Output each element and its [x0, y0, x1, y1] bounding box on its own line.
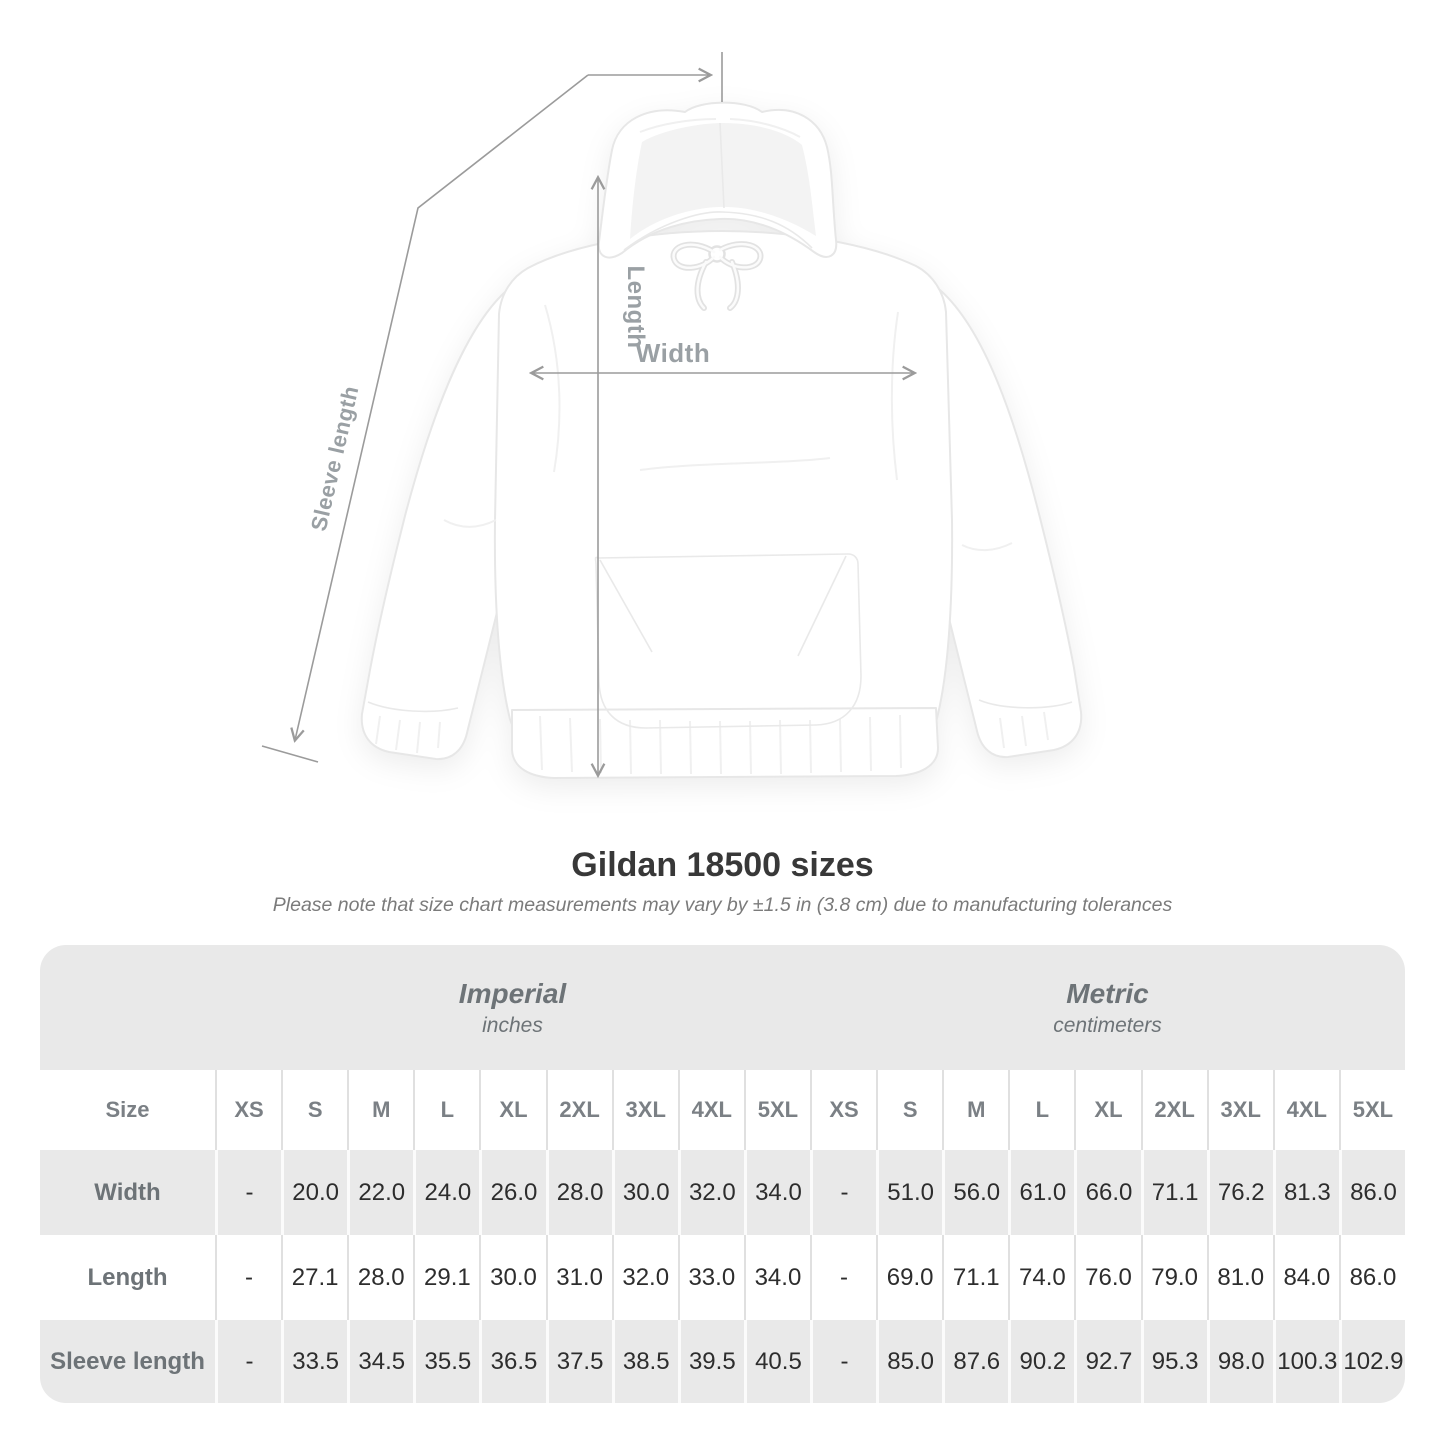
cell-width-metric-4xl: 81.3 [1272, 1150, 1339, 1235]
cell-width-metric-xl: 66.0 [1074, 1150, 1141, 1235]
length-label: Length [622, 266, 649, 349]
size-header-metric-3xl: 3XL [1206, 1070, 1273, 1150]
metric-unit: centimeters [1053, 1013, 1162, 1037]
tolerance-note: Please note that size chart measurements… [272, 894, 1173, 916]
hoodie-drawstring [670, 241, 764, 311]
cell-length-metric-2xl: 79.0 [1140, 1235, 1207, 1320]
cell-width-imperial-xl: 26.0 [479, 1150, 546, 1235]
cell-width-metric-xs: - [810, 1150, 877, 1235]
size-header-imperial-s: S [281, 1070, 348, 1150]
size-header-metric-xl: XL [1074, 1070, 1141, 1150]
size-table: Imperial inches Metric centimeters Size X… [40, 945, 1405, 1403]
metric-section-header: Metric centimeters [810, 945, 1405, 1070]
size-column-header: Size [40, 1070, 215, 1150]
cell-length-imperial-3xl: 32.0 [611, 1235, 678, 1320]
cell-width-imperial-4xl: 32.0 [677, 1150, 744, 1235]
cell-length-imperial-l: 29.1 [413, 1235, 480, 1320]
table-corner-spacer [40, 945, 215, 1070]
cell-length-metric-m: 71.1 [942, 1235, 1009, 1320]
size-header-metric-l: L [1008, 1070, 1075, 1150]
cell-width-imperial-3xl: 30.0 [611, 1150, 678, 1235]
cell-length-imperial-5xl: 34.0 [743, 1235, 810, 1320]
size-header-imperial-m: M [347, 1070, 414, 1150]
cell-length-imperial-xl: 30.0 [479, 1235, 546, 1320]
cell-width-metric-s: 51.0 [876, 1150, 943, 1235]
cell-length-imperial-2xl: 31.0 [545, 1235, 612, 1320]
cell-sleeve-length-imperial-2xl: 37.5 [545, 1320, 612, 1403]
size-header-imperial-3xl: 3XL [611, 1070, 678, 1150]
metric-title: Metric [1066, 977, 1149, 1009]
size-header-imperial-4xl: 4XL [677, 1070, 744, 1150]
size-header-imperial-5xl: 5XL [743, 1070, 810, 1150]
cell-sleeve-length-imperial-5xl: 40.5 [743, 1320, 810, 1403]
width-label: Width [636, 338, 710, 368]
cell-sleeve-length-imperial-s: 33.5 [281, 1320, 348, 1403]
size-header-imperial-xs: XS [215, 1070, 282, 1150]
cell-length-metric-s: 69.0 [876, 1235, 943, 1320]
hoodie-body [493, 230, 954, 753]
hoodie-image [360, 101, 1083, 779]
cell-width-imperial-m: 22.0 [347, 1150, 414, 1235]
imperial-unit: inches [482, 1013, 543, 1037]
cell-sleeve-length-imperial-l: 35.5 [413, 1320, 480, 1403]
cell-width-metric-l: 61.0 [1008, 1150, 1075, 1235]
cell-sleeve-length-metric-l: 90.2 [1008, 1320, 1075, 1403]
cell-width-imperial-2xl: 28.0 [545, 1150, 612, 1235]
size-header-metric-5xl: 5XL [1338, 1070, 1405, 1150]
cell-sleeve-length-metric-3xl: 98.0 [1206, 1320, 1273, 1403]
row-label-length: Length [40, 1235, 215, 1320]
size-header-imperial-2xl: 2XL [545, 1070, 612, 1150]
hoodie-hem [511, 707, 939, 779]
cell-sleeve-length-imperial-xl: 36.5 [479, 1320, 546, 1403]
cell-sleeve-length-metric-s: 85.0 [876, 1320, 943, 1403]
cell-width-imperial-xs: - [215, 1150, 282, 1235]
cell-sleeve-length-imperial-xs: - [215, 1320, 282, 1403]
size-header-imperial-l: L [413, 1070, 480, 1150]
imperial-section-header: Imperial inches [215, 945, 810, 1070]
cell-length-metric-l: 74.0 [1008, 1235, 1075, 1320]
cell-length-metric-3xl: 81.0 [1206, 1235, 1273, 1320]
cell-sleeve-length-metric-m: 87.6 [942, 1320, 1009, 1403]
imperial-title: Imperial [458, 977, 567, 1009]
cell-length-metric-4xl: 84.0 [1272, 1235, 1339, 1320]
cell-sleeve-length-imperial-3xl: 38.5 [611, 1320, 678, 1403]
cell-sleeve-length-metric-xl: 92.7 [1074, 1320, 1141, 1403]
size-header-metric-xs: XS [810, 1070, 877, 1150]
sleeve-length-arrow [261, 52, 723, 763]
hoodie-measurement-diagram: Length Width Sleeve length [261, 52, 1083, 779]
size-header-metric-4xl: 4XL [1272, 1070, 1339, 1150]
cell-sleeve-length-imperial-m: 34.5 [347, 1320, 414, 1403]
cell-width-metric-3xl: 76.2 [1206, 1150, 1273, 1235]
row-label-sleeve-length: Sleeve length [40, 1320, 215, 1403]
cell-length-metric-xl: 76.0 [1074, 1235, 1141, 1320]
cell-sleeve-length-imperial-4xl: 39.5 [677, 1320, 744, 1403]
cell-width-imperial-5xl: 34.0 [743, 1150, 810, 1235]
cell-length-metric-5xl: 86.0 [1338, 1235, 1405, 1320]
sleeve-length-label: Sleeve length [306, 383, 364, 533]
cell-sleeve-length-metric-4xl: 100.3 [1272, 1320, 1339, 1403]
size-header-metric-2xl: 2XL [1140, 1070, 1207, 1150]
cell-length-imperial-s: 27.1 [281, 1235, 348, 1320]
cell-width-imperial-s: 20.0 [281, 1150, 348, 1235]
cell-sleeve-length-metric-2xl: 95.3 [1140, 1320, 1207, 1403]
cell-length-imperial-m: 28.0 [347, 1235, 414, 1320]
cell-length-imperial-xs: - [215, 1235, 282, 1320]
size-header-metric-s: S [876, 1070, 943, 1150]
cell-sleeve-length-metric-5xl: 102.9 [1338, 1320, 1405, 1403]
page-title: Gildan 18500 sizes [571, 846, 874, 884]
cell-width-metric-m: 56.0 [942, 1150, 1009, 1235]
cell-sleeve-length-metric-xs: - [810, 1320, 877, 1403]
cell-width-metric-5xl: 86.0 [1338, 1150, 1405, 1235]
cell-width-metric-2xl: 71.1 [1140, 1150, 1207, 1235]
size-header-imperial-xl: XL [479, 1070, 546, 1150]
cell-length-metric-xs: - [810, 1235, 877, 1320]
cell-length-imperial-4xl: 33.0 [677, 1235, 744, 1320]
row-label-width: Width [40, 1150, 215, 1235]
size-header-metric-m: M [942, 1070, 1009, 1150]
cell-width-imperial-l: 24.0 [413, 1150, 480, 1235]
